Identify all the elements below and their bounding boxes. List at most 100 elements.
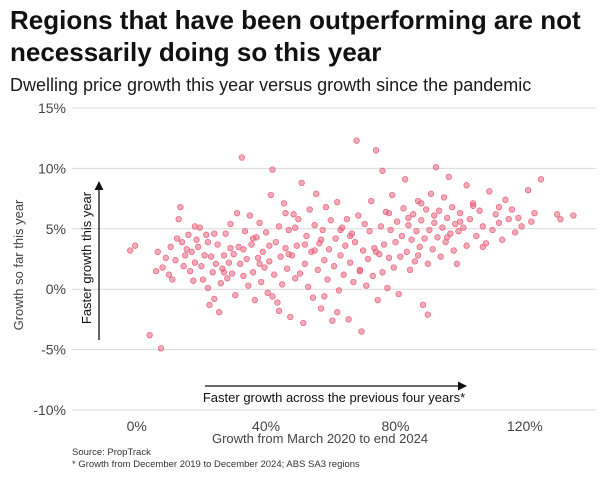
data-point	[311, 247, 318, 254]
data-point	[311, 222, 318, 229]
data-point	[191, 259, 199, 266]
data-point	[183, 246, 190, 253]
y-tick-label: 15%	[38, 100, 66, 116]
data-point	[211, 230, 218, 237]
data-point	[182, 252, 189, 259]
data-point	[246, 212, 254, 219]
data-point	[332, 235, 339, 242]
data-point	[518, 223, 525, 230]
data-point	[300, 319, 307, 327]
data-point	[413, 228, 420, 235]
footnote: * Growth from December 2019 to December …	[72, 459, 360, 470]
data-point	[249, 269, 257, 276]
data-point	[298, 179, 305, 187]
data-point	[372, 147, 380, 154]
data-point	[232, 292, 239, 299]
data-point	[301, 260, 309, 267]
y-tick-label: 0%	[46, 281, 66, 297]
data-point	[301, 241, 309, 248]
data-point	[256, 219, 263, 226]
data-point	[511, 229, 519, 236]
data-point	[296, 270, 304, 277]
data-point	[251, 296, 258, 304]
data-point	[400, 205, 407, 212]
data-point	[233, 209, 241, 217]
y-tick-label: 10%	[38, 160, 66, 176]
data-point	[355, 212, 362, 219]
data-point	[377, 223, 385, 230]
data-point	[240, 246, 247, 253]
data-point	[439, 224, 446, 231]
data-point	[479, 223, 486, 230]
data-point	[335, 287, 343, 294]
data-point	[379, 269, 386, 276]
data-point	[190, 277, 197, 284]
data-point	[240, 272, 247, 280]
data-point	[243, 255, 250, 263]
data-point	[427, 190, 435, 197]
data-point	[469, 202, 477, 209]
data-point	[450, 247, 457, 254]
data-point	[347, 232, 354, 240]
data-point	[398, 232, 406, 240]
data-point	[431, 212, 438, 219]
data-point	[416, 243, 423, 251]
data-point	[402, 176, 409, 183]
data-point	[456, 209, 464, 217]
data-point	[368, 197, 375, 205]
x-tick-label: 80%	[381, 418, 409, 434]
data-point	[359, 247, 367, 254]
data-point	[432, 164, 440, 171]
data-point	[295, 215, 302, 223]
data-point	[437, 253, 444, 260]
source-note: Source: PropTrack	[72, 447, 151, 458]
y-tick-label: 5%	[46, 221, 66, 237]
x-axis-label: Growth from March 2020 to end 2024	[212, 431, 428, 446]
data-point	[361, 220, 368, 228]
data-point	[274, 299, 281, 306]
data-point	[230, 251, 237, 258]
data-point	[191, 223, 199, 230]
data-point	[282, 209, 289, 217]
data-point	[445, 173, 452, 181]
x-arrow-label: Faster growth across the previous four y…	[203, 390, 465, 405]
data-point	[245, 282, 252, 289]
data-point	[269, 293, 276, 300]
data-point	[293, 242, 300, 249]
data-point	[343, 215, 351, 223]
data-point	[351, 238, 359, 246]
data-point	[321, 293, 328, 300]
data-point	[292, 275, 299, 282]
data-point	[444, 234, 451, 241]
data-point	[406, 266, 414, 274]
data-point	[570, 212, 577, 219]
data-point	[167, 243, 174, 251]
y-tick-label: -10%	[33, 402, 66, 418]
data-point	[217, 280, 224, 287]
data-point	[146, 331, 153, 339]
data-point	[287, 313, 294, 321]
data-point	[356, 266, 364, 274]
x-tick-label: 40%	[252, 418, 280, 434]
data-point	[387, 226, 394, 234]
x-tick-label: 120%	[507, 418, 543, 434]
y-tick-labels: -10% -5% 0% 5% 10% 15%	[33, 100, 66, 418]
data-point	[306, 206, 313, 213]
x-tick-label: 0%	[127, 418, 147, 434]
data-point	[466, 215, 474, 223]
data-point	[159, 264, 166, 271]
data-point	[317, 236, 325, 243]
data-point	[327, 217, 334, 224]
data-point	[424, 260, 431, 267]
data-point	[330, 263, 338, 270]
data-point	[435, 207, 443, 214]
data-point	[266, 258, 273, 265]
data-point	[492, 211, 499, 218]
data-point	[256, 260, 263, 267]
data-point	[345, 316, 352, 323]
data-point	[385, 254, 393, 261]
data-point	[275, 223, 283, 230]
data-point	[455, 228, 462, 235]
data-point	[304, 283, 312, 290]
